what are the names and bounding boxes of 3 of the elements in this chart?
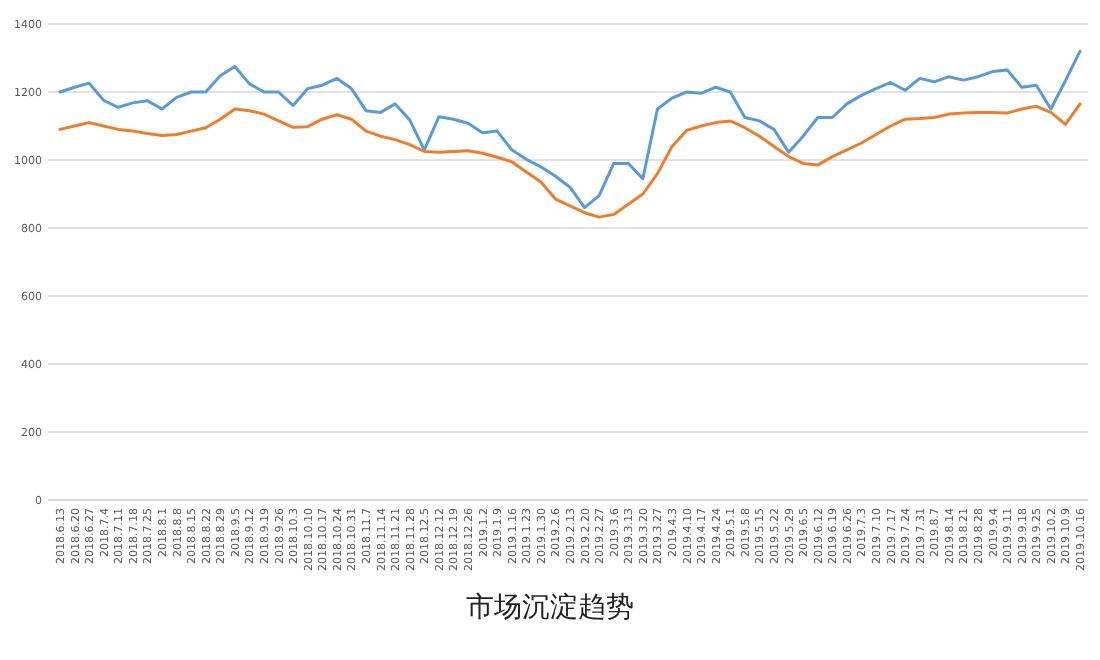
line-series — [58, 102, 1082, 219]
text: 市场沉淀趋势 — [466, 592, 634, 624]
line-series — [58, 49, 1082, 210]
